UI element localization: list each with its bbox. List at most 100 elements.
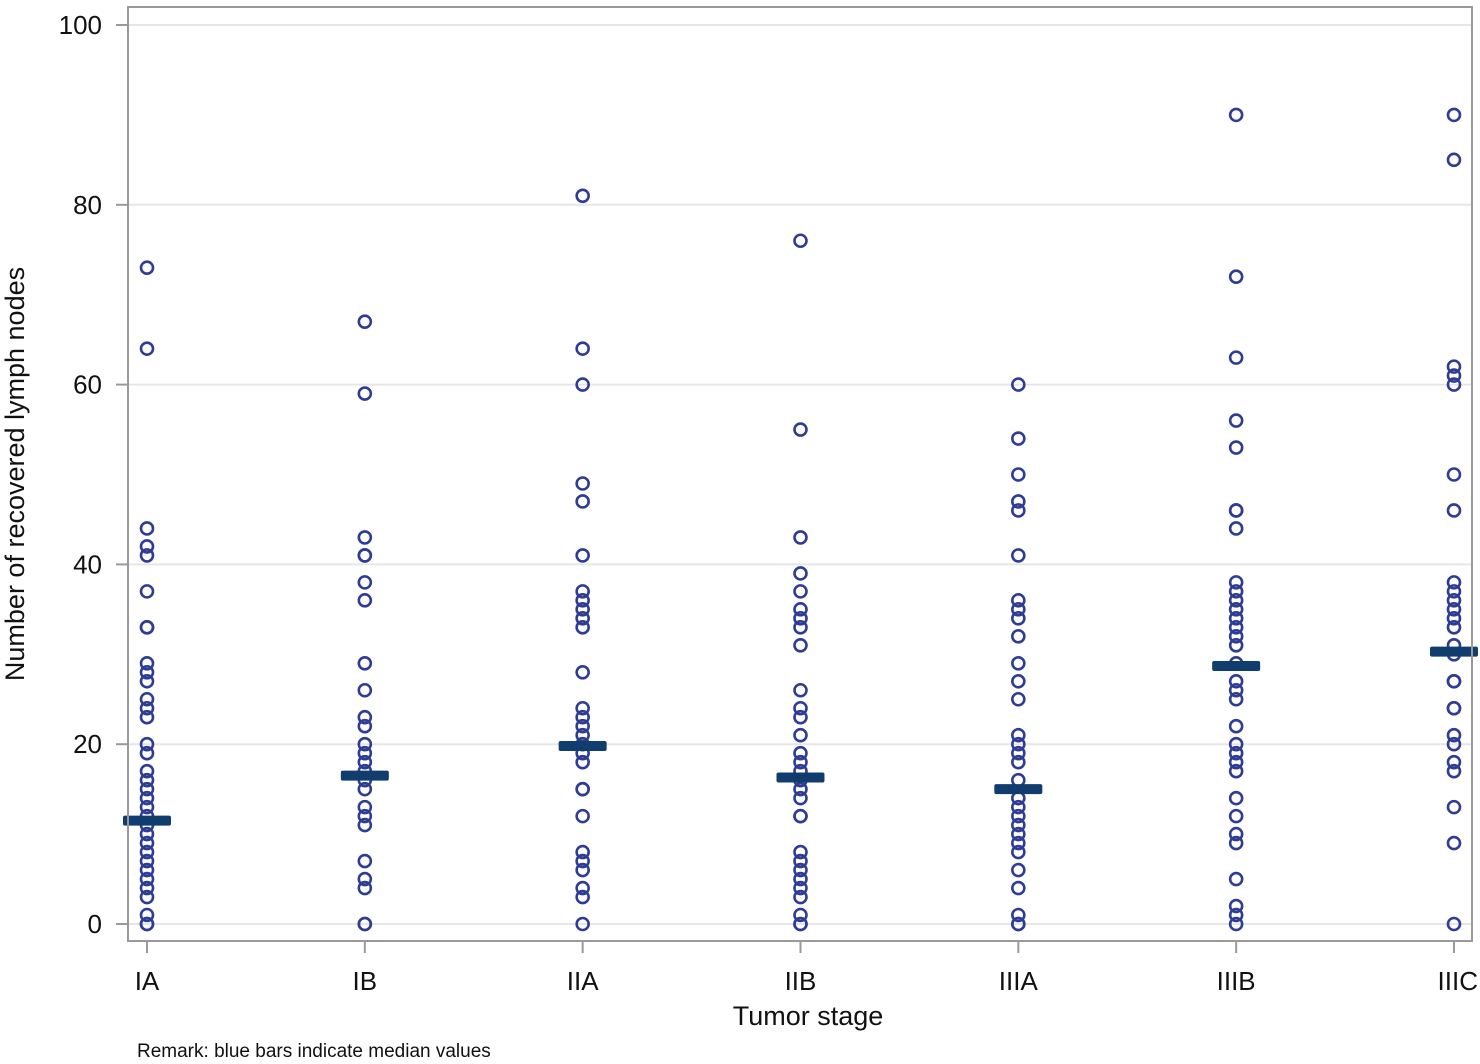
x-tick-label: IIIC — [1438, 966, 1478, 996]
data-point — [1011, 377, 1026, 392]
data-point — [1228, 907, 1244, 923]
plot-frame — [127, 6, 1473, 942]
data-point — [139, 655, 155, 671]
data-point — [575, 862, 590, 878]
median-bars — [123, 646, 1478, 826]
data-point — [357, 530, 373, 545]
data-point — [1446, 700, 1462, 716]
data-point — [575, 844, 590, 860]
data-point — [139, 691, 155, 707]
data-point — [1011, 817, 1026, 833]
data-point — [139, 664, 155, 680]
data-point — [139, 826, 155, 842]
data-point — [575, 916, 590, 932]
data-point — [575, 377, 590, 392]
median-bar — [1212, 660, 1261, 671]
data-point — [575, 664, 590, 680]
y-tick-label: 80 — [73, 190, 102, 220]
data-point — [139, 853, 155, 869]
data-point — [1011, 907, 1026, 923]
data-point — [357, 808, 373, 824]
data-point — [1011, 799, 1026, 815]
data-point — [1228, 620, 1244, 635]
data-point — [1446, 503, 1462, 518]
data-point — [1228, 503, 1244, 518]
data-point — [357, 718, 373, 734]
x-tick-label: IIB — [785, 966, 817, 996]
data-point — [1228, 754, 1244, 770]
data-point — [139, 700, 155, 716]
data-point — [793, 916, 808, 932]
data-point — [793, 808, 808, 824]
data-point — [575, 781, 590, 797]
data-point — [793, 709, 808, 725]
data-point — [139, 260, 155, 276]
median-bar — [776, 772, 825, 783]
y-tick-label: 40 — [73, 549, 102, 579]
data-point — [575, 593, 590, 608]
x-tick-label: IIIB — [1217, 966, 1256, 996]
data-point — [1011, 754, 1026, 770]
data-point — [1228, 682, 1244, 698]
data-point — [1228, 611, 1244, 626]
data-point — [139, 799, 155, 815]
data-point — [357, 709, 373, 725]
data-point — [139, 736, 155, 752]
data-point — [793, 889, 808, 905]
data-point — [139, 341, 155, 356]
data-point — [575, 584, 590, 599]
data-point — [793, 745, 808, 761]
data-point — [357, 314, 373, 329]
data-point — [139, 871, 155, 887]
data-point — [1228, 629, 1244, 644]
data-point — [357, 754, 373, 770]
data-point — [1446, 467, 1462, 482]
data-point — [793, 682, 808, 698]
data-point — [1011, 916, 1026, 932]
data-point — [357, 745, 373, 761]
data-point — [1446, 575, 1462, 590]
data-point — [357, 781, 373, 797]
data-point — [1228, 593, 1244, 608]
y-axis-title: Number of recovered lymph nodes — [0, 267, 30, 681]
data-point — [139, 889, 155, 905]
data-point — [1011, 602, 1026, 617]
data-point — [1011, 862, 1026, 878]
data-point — [793, 880, 808, 896]
y-tick-label: 100 — [59, 10, 102, 40]
gridlines — [128, 24, 1472, 925]
data-point — [139, 862, 155, 878]
data-point — [1228, 808, 1244, 824]
data-point — [139, 835, 155, 851]
data-point — [1011, 808, 1026, 824]
data-point — [1446, 359, 1462, 374]
chart: 0 20 40 60 80 100 IA IB IIA IIB IIIA IIIB IIIC Tumo… — [0, 6, 1478, 1031]
data-point — [139, 745, 155, 761]
data-point — [139, 521, 155, 536]
data-point — [1228, 691, 1244, 707]
y-tick-label: 0 — [88, 909, 102, 939]
data-point — [357, 575, 373, 590]
data-point — [139, 916, 155, 932]
data-point — [1228, 826, 1244, 842]
data-point — [1446, 107, 1462, 123]
plot-background — [128, 7, 1472, 941]
median-bar — [340, 770, 389, 781]
data-point — [1228, 413, 1244, 428]
median-bar — [123, 815, 171, 826]
data-point — [793, 700, 808, 716]
data-point — [139, 781, 155, 797]
data-point — [139, 548, 155, 563]
data-point — [139, 584, 155, 599]
data-point — [357, 853, 373, 869]
data-point — [793, 611, 808, 626]
data-point — [1446, 763, 1462, 779]
data-point — [793, 233, 808, 249]
data-point — [575, 700, 590, 716]
data-point — [793, 620, 808, 635]
data-point — [1011, 880, 1026, 896]
data-point — [575, 880, 590, 896]
data-point — [1011, 736, 1026, 752]
data-point — [357, 548, 373, 563]
data-point — [1228, 584, 1244, 599]
